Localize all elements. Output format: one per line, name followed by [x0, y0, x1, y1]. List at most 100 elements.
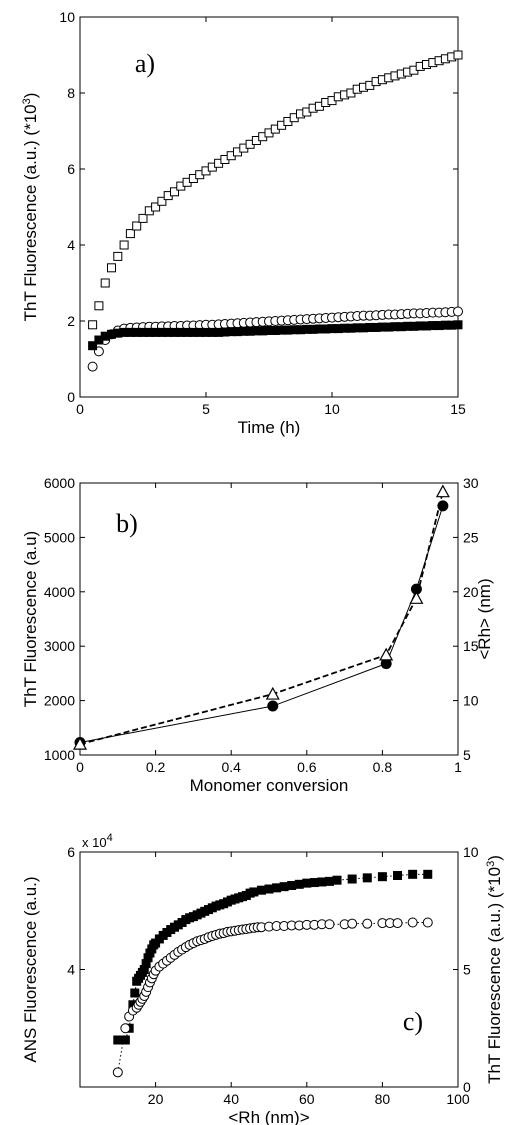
data-point [393, 871, 403, 880]
data-point [113, 251, 123, 261]
series-2 [87, 306, 463, 372]
y-tick-label: 6 [67, 161, 75, 177]
data-point [119, 240, 129, 250]
x-tick-label: 5 [202, 401, 210, 417]
data-point [279, 882, 289, 892]
data-point [256, 885, 266, 895]
data-point [107, 263, 116, 273]
data-point [317, 877, 327, 887]
y-tick-label: 4000 [44, 584, 75, 600]
data-point [170, 187, 179, 197]
y-tick-label: 6000 [44, 475, 75, 491]
x-tick-label: 0.8 [373, 759, 393, 775]
data-point [138, 213, 148, 223]
data-point [264, 884, 274, 894]
data-point [265, 686, 280, 700]
y-tick-label: 2 [67, 313, 75, 329]
data-point [435, 484, 450, 498]
x-tick-label: 20 [148, 1091, 164, 1107]
data-point [453, 50, 463, 60]
y2-axis-label: <Rh> (nm) [475, 578, 494, 659]
data-point [302, 878, 312, 888]
panel-label: c) [403, 1007, 423, 1036]
data-point [407, 917, 418, 928]
x-axis-label: <Rh (nm)> [228, 1108, 309, 1125]
chart-panel-2: 0 0.2 0.4 0.6 0.8 1 1000 2000 3000 4000 5000 6000 5 1… [21, 475, 494, 795]
data-point [377, 872, 387, 882]
y-tick-label: 5000 [44, 529, 75, 545]
data-point [130, 988, 140, 998]
data-point [422, 917, 433, 928]
y2-tick-label: 5 [463, 747, 471, 763]
data-point [408, 869, 418, 879]
x-tick-label: 80 [375, 1091, 391, 1107]
data-point [332, 875, 342, 885]
data-point [88, 341, 98, 351]
y2-tick-label: 10 [463, 693, 479, 709]
data-point [309, 878, 319, 888]
data-point [125, 229, 135, 239]
data-point [112, 1067, 123, 1078]
x-tick-label: 60 [299, 1091, 315, 1107]
data-point [151, 202, 161, 212]
data-point [88, 320, 98, 330]
x-tick-label: 0 [76, 401, 84, 417]
data-point [347, 918, 358, 929]
data-point [379, 647, 394, 661]
y-axis-label: ANS Fluorescence (a.u.) [21, 876, 40, 1062]
data-point [294, 879, 304, 889]
y-tick-label: 8 [67, 85, 75, 101]
data-point [94, 301, 104, 311]
y-tick-label: 0 [67, 389, 75, 405]
plot-frame [79, 16, 459, 398]
data-point [287, 880, 297, 890]
y-tick-label: 3000 [44, 638, 75, 654]
y-axis-label: ThT Fluorescence (a.u.) (*103) [21, 93, 40, 322]
x-tick-label: 40 [223, 1091, 239, 1107]
y-tick-label: 2000 [44, 693, 75, 709]
y2-tick-label: 20 [463, 584, 479, 600]
x-tick-label: 0.6 [297, 759, 317, 775]
data-point [132, 221, 142, 231]
panel-label: b) [116, 509, 138, 538]
data-point [324, 876, 334, 886]
y-tick-label: 4 [67, 237, 75, 253]
x-tick-label: 10 [324, 401, 340, 417]
data-point [453, 320, 463, 330]
data-point [72, 736, 88, 750]
y-tick-label: 1000 [44, 747, 75, 763]
data-point [362, 873, 372, 883]
series-line [117, 922, 428, 1073]
y-axis-label: ThT Fluorescence (a.u) [21, 531, 40, 707]
data-point [272, 883, 282, 893]
plot-frame [79, 482, 459, 756]
y-tick-label: 10 [59, 9, 75, 25]
x-tick-label: 0 [76, 759, 84, 775]
series-2 [112, 917, 433, 1078]
y2-axis-label: ThT Fluorescence (a.u.) (*103) [485, 855, 504, 1084]
y-tick-label: 4 [67, 962, 75, 978]
chart-panel-1: 0 5 10 15 0 2 4 6 8 10 Time (h) ThT Fluorescence (a… [21, 9, 466, 437]
y2-tick-label: 10 [463, 844, 479, 860]
data-point [453, 306, 463, 317]
data-point [409, 591, 424, 604]
data-point [347, 874, 357, 884]
data-point [120, 1035, 130, 1045]
panel-label: a) [135, 49, 155, 78]
data-point [267, 700, 279, 712]
y2-tick-label: 0 [463, 1079, 471, 1095]
x-tick-label: 100 [446, 1091, 470, 1107]
x-tick-label: 0.2 [146, 759, 166, 775]
x-tick-label: 0.4 [221, 759, 241, 775]
x-tick-label: 1 [454, 759, 462, 775]
series-line [79, 505, 444, 743]
y2-tick-label: 5 [463, 962, 471, 978]
y2-tick-label: 30 [463, 475, 479, 491]
y2-tick-label: 25 [463, 529, 479, 545]
data-point [100, 278, 110, 288]
y2-tick-label: 15 [463, 638, 479, 654]
data-point [392, 918, 403, 929]
series-1 [113, 869, 433, 1045]
